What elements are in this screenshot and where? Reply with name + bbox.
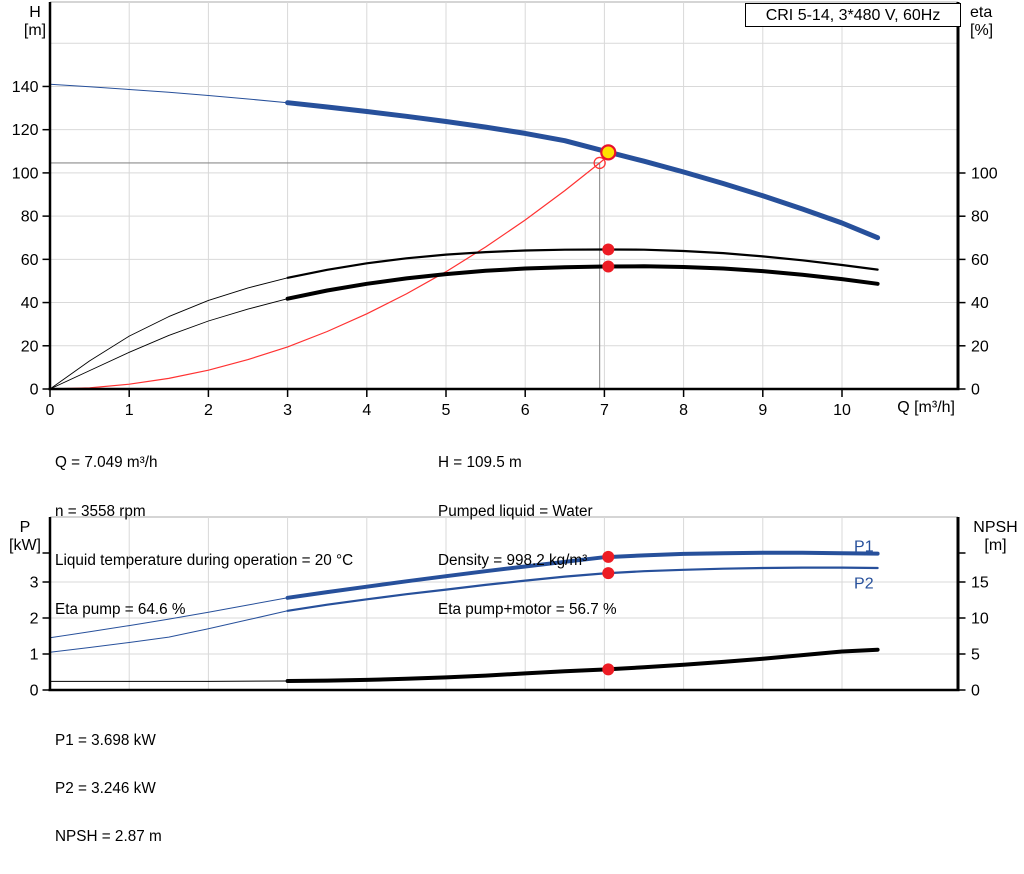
right-tick-label: 15 [971, 575, 989, 592]
eta-pump-motor-curve-thin [50, 299, 288, 389]
x-tick-label: 3 [283, 402, 292, 419]
p2-curve-label: P2 [854, 575, 874, 592]
p1-curve-label: P1 [854, 539, 874, 556]
head-curve [288, 103, 878, 238]
right-tick-label: 5 [971, 647, 980, 664]
x-tick-label: 6 [521, 402, 530, 419]
duty-info-left: Q = 7.049 m³/h n = 3558 rpm Liquid tempe… [55, 427, 353, 647]
info-line-temperature: Liquid temperature during operation = 20… [55, 549, 353, 573]
eta-axis-label: eta [%] [970, 4, 1020, 40]
info-line-eta-total: Eta pump+motor = 56.7 % [438, 598, 617, 622]
x-tick-label: 4 [362, 402, 371, 419]
left-tick-label: 3 [30, 575, 39, 592]
pump-model-badge: CRI 5-14, 3*480 V, 60Hz [745, 3, 961, 27]
right-tick-label: 0 [971, 382, 980, 399]
left-tick-label: 0 [30, 683, 39, 700]
right-tick-label: 0 [971, 683, 980, 700]
power-info: P1 = 3.698 kW P2 = 3.246 kW NPSH = 2.87 … [55, 705, 162, 874]
info-line-p1: P1 = 3.698 kW [55, 729, 162, 753]
right-tick-label: 100 [971, 166, 998, 183]
system-curve-curve [50, 154, 611, 389]
x-tick-label: 2 [204, 402, 213, 419]
right-tick-label: 80 [971, 209, 989, 226]
left-tick-label: 2 [30, 611, 39, 628]
x-tick-label: 9 [758, 402, 767, 419]
left-tick-label: 1 [30, 647, 39, 664]
left-tick-label: 80 [21, 209, 39, 226]
head-curve-thin [50, 84, 288, 102]
duty-point-marker[interactable] [601, 145, 615, 159]
left-tick-label: 40 [21, 295, 39, 312]
info-line-speed: n = 3558 rpm [55, 500, 353, 524]
pump-model-title: CRI 5-14, 3*480 V, 60Hz [766, 7, 941, 24]
left-tick-label: 100 [12, 165, 39, 182]
eta-pump-motor-curve [288, 266, 878, 298]
x-tick-label: 8 [679, 402, 688, 419]
head-efficiency-chart: 0 20 40 60 80 100 120 140 0 20 40 60 80 100 0 1 2 3 4 5 6 7 8 9… [12, 2, 998, 419]
npsh-axis-label: NPSH [m] [967, 519, 1024, 555]
info-line-head: H = 109.5 m [438, 451, 617, 475]
p-axis-label: P [kW] [3, 519, 47, 555]
operating-dot [602, 243, 614, 255]
duty-info-right: H = 109.5 m Pumped liquid = Water Densit… [438, 427, 617, 647]
info-line-npsh: NPSH = 2.87 m [55, 825, 162, 849]
x-tick-label: 7 [600, 402, 609, 419]
q-axis-label: Q [m³/h] [820, 399, 955, 417]
right-tick-label: 40 [971, 295, 989, 312]
right-tick-label: 60 [971, 252, 989, 269]
info-line-liquid: Pumped liquid = Water [438, 500, 617, 524]
right-tick-label: 10 [971, 611, 989, 628]
left-tick-label: 140 [12, 79, 39, 96]
left-tick-label: 0 [30, 382, 39, 399]
info-line-q: Q = 7.049 m³/h [55, 451, 353, 475]
x-tick-label: 0 [46, 402, 55, 419]
x-tick-label: 5 [442, 402, 451, 419]
left-tick-label: 20 [21, 338, 39, 355]
left-tick-label: 120 [12, 122, 39, 139]
info-line-density: Density = 998.2 kg/m³ [438, 549, 617, 573]
operating-dot [602, 261, 614, 273]
operating-dot [602, 663, 614, 675]
left-tick-label: 60 [21, 252, 39, 269]
h-axis-label: H [m] [13, 4, 57, 40]
info-line-eta-pump: Eta pump = 64.6 % [55, 598, 353, 622]
right-tick-label: 20 [971, 338, 989, 355]
x-tick-label: 1 [125, 402, 134, 419]
